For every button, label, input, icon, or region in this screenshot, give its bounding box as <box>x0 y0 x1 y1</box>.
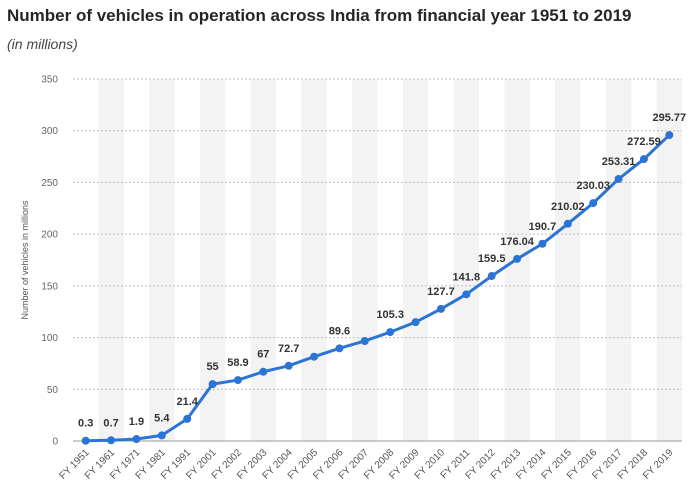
data-label: 105.3 <box>376 309 404 321</box>
data-point[interactable] <box>208 380 217 389</box>
y-tick-label: 300 <box>41 126 58 137</box>
y-tick-label: 0 <box>52 437 58 448</box>
column-band <box>98 79 124 441</box>
data-label: 67 <box>257 349 269 361</box>
column-band <box>149 79 175 441</box>
data-point[interactable] <box>259 367 268 376</box>
column-band <box>301 79 327 441</box>
data-point[interactable] <box>107 436 116 445</box>
y-tick-label: 350 <box>41 75 58 86</box>
data-label: 5.4 <box>154 412 170 424</box>
data-label: 21.4 <box>176 396 198 408</box>
data-label: 272.59 <box>627 136 661 148</box>
data-label: 210.02 <box>551 201 585 213</box>
data-point[interactable] <box>81 436 90 445</box>
data-point[interactable] <box>462 290 471 299</box>
data-point[interactable] <box>513 254 522 263</box>
data-point[interactable] <box>157 431 166 440</box>
chart-subtitle: (in millions) <box>7 36 78 52</box>
data-label: 58.9 <box>227 357 248 369</box>
data-label: 253.31 <box>602 156 636 168</box>
data-label: 89.6 <box>329 325 350 337</box>
data-point[interactable] <box>589 199 598 208</box>
column-band <box>250 79 276 441</box>
data-point[interactable] <box>563 219 572 228</box>
data-label: 190.7 <box>529 221 557 233</box>
chart-title: Number of vehicles in operation across I… <box>7 6 632 25</box>
y-tick-label: 150 <box>41 281 58 292</box>
data-point[interactable] <box>487 272 496 281</box>
column-band <box>605 79 632 441</box>
data-point[interactable] <box>284 361 293 370</box>
y-tick-label: 200 <box>41 230 58 241</box>
column-band <box>656 79 682 441</box>
data-label: 72.7 <box>278 343 299 355</box>
data-point[interactable] <box>233 376 242 385</box>
data-label: 1.9 <box>129 416 144 428</box>
column-band <box>352 79 378 441</box>
data-point[interactable] <box>386 328 395 337</box>
data-label: 141.8 <box>453 271 481 283</box>
data-label: 0.3 <box>78 418 93 430</box>
data-point[interactable] <box>436 304 445 313</box>
data-label: 295.77 <box>652 112 686 124</box>
series-line <box>85 133 671 443</box>
data-point[interactable] <box>538 239 547 248</box>
column-band <box>453 79 479 441</box>
data-label: 0.7 <box>103 417 118 429</box>
data-point[interactable] <box>132 435 141 444</box>
y-axis-label: Number of vehicles in millions <box>20 200 30 320</box>
data-point[interactable] <box>360 336 369 345</box>
y-tick-label: 100 <box>41 333 58 344</box>
data-label: 230.03 <box>576 180 610 192</box>
data-point[interactable] <box>183 414 192 423</box>
data-label: 127.7 <box>427 286 455 298</box>
column-band <box>555 79 581 441</box>
data-point[interactable] <box>310 352 319 361</box>
data-label: 55 <box>206 361 218 373</box>
data-label: 176.04 <box>500 236 535 248</box>
data-point[interactable] <box>639 155 648 164</box>
data-point[interactable] <box>614 175 623 184</box>
y-tick-label: 50 <box>47 385 59 396</box>
data-point[interactable] <box>335 344 344 353</box>
column-band <box>402 79 429 441</box>
data-point[interactable] <box>665 131 674 140</box>
data-point[interactable] <box>411 318 420 327</box>
data-label: 159.5 <box>478 253 506 265</box>
y-tick-label: 250 <box>41 178 58 189</box>
